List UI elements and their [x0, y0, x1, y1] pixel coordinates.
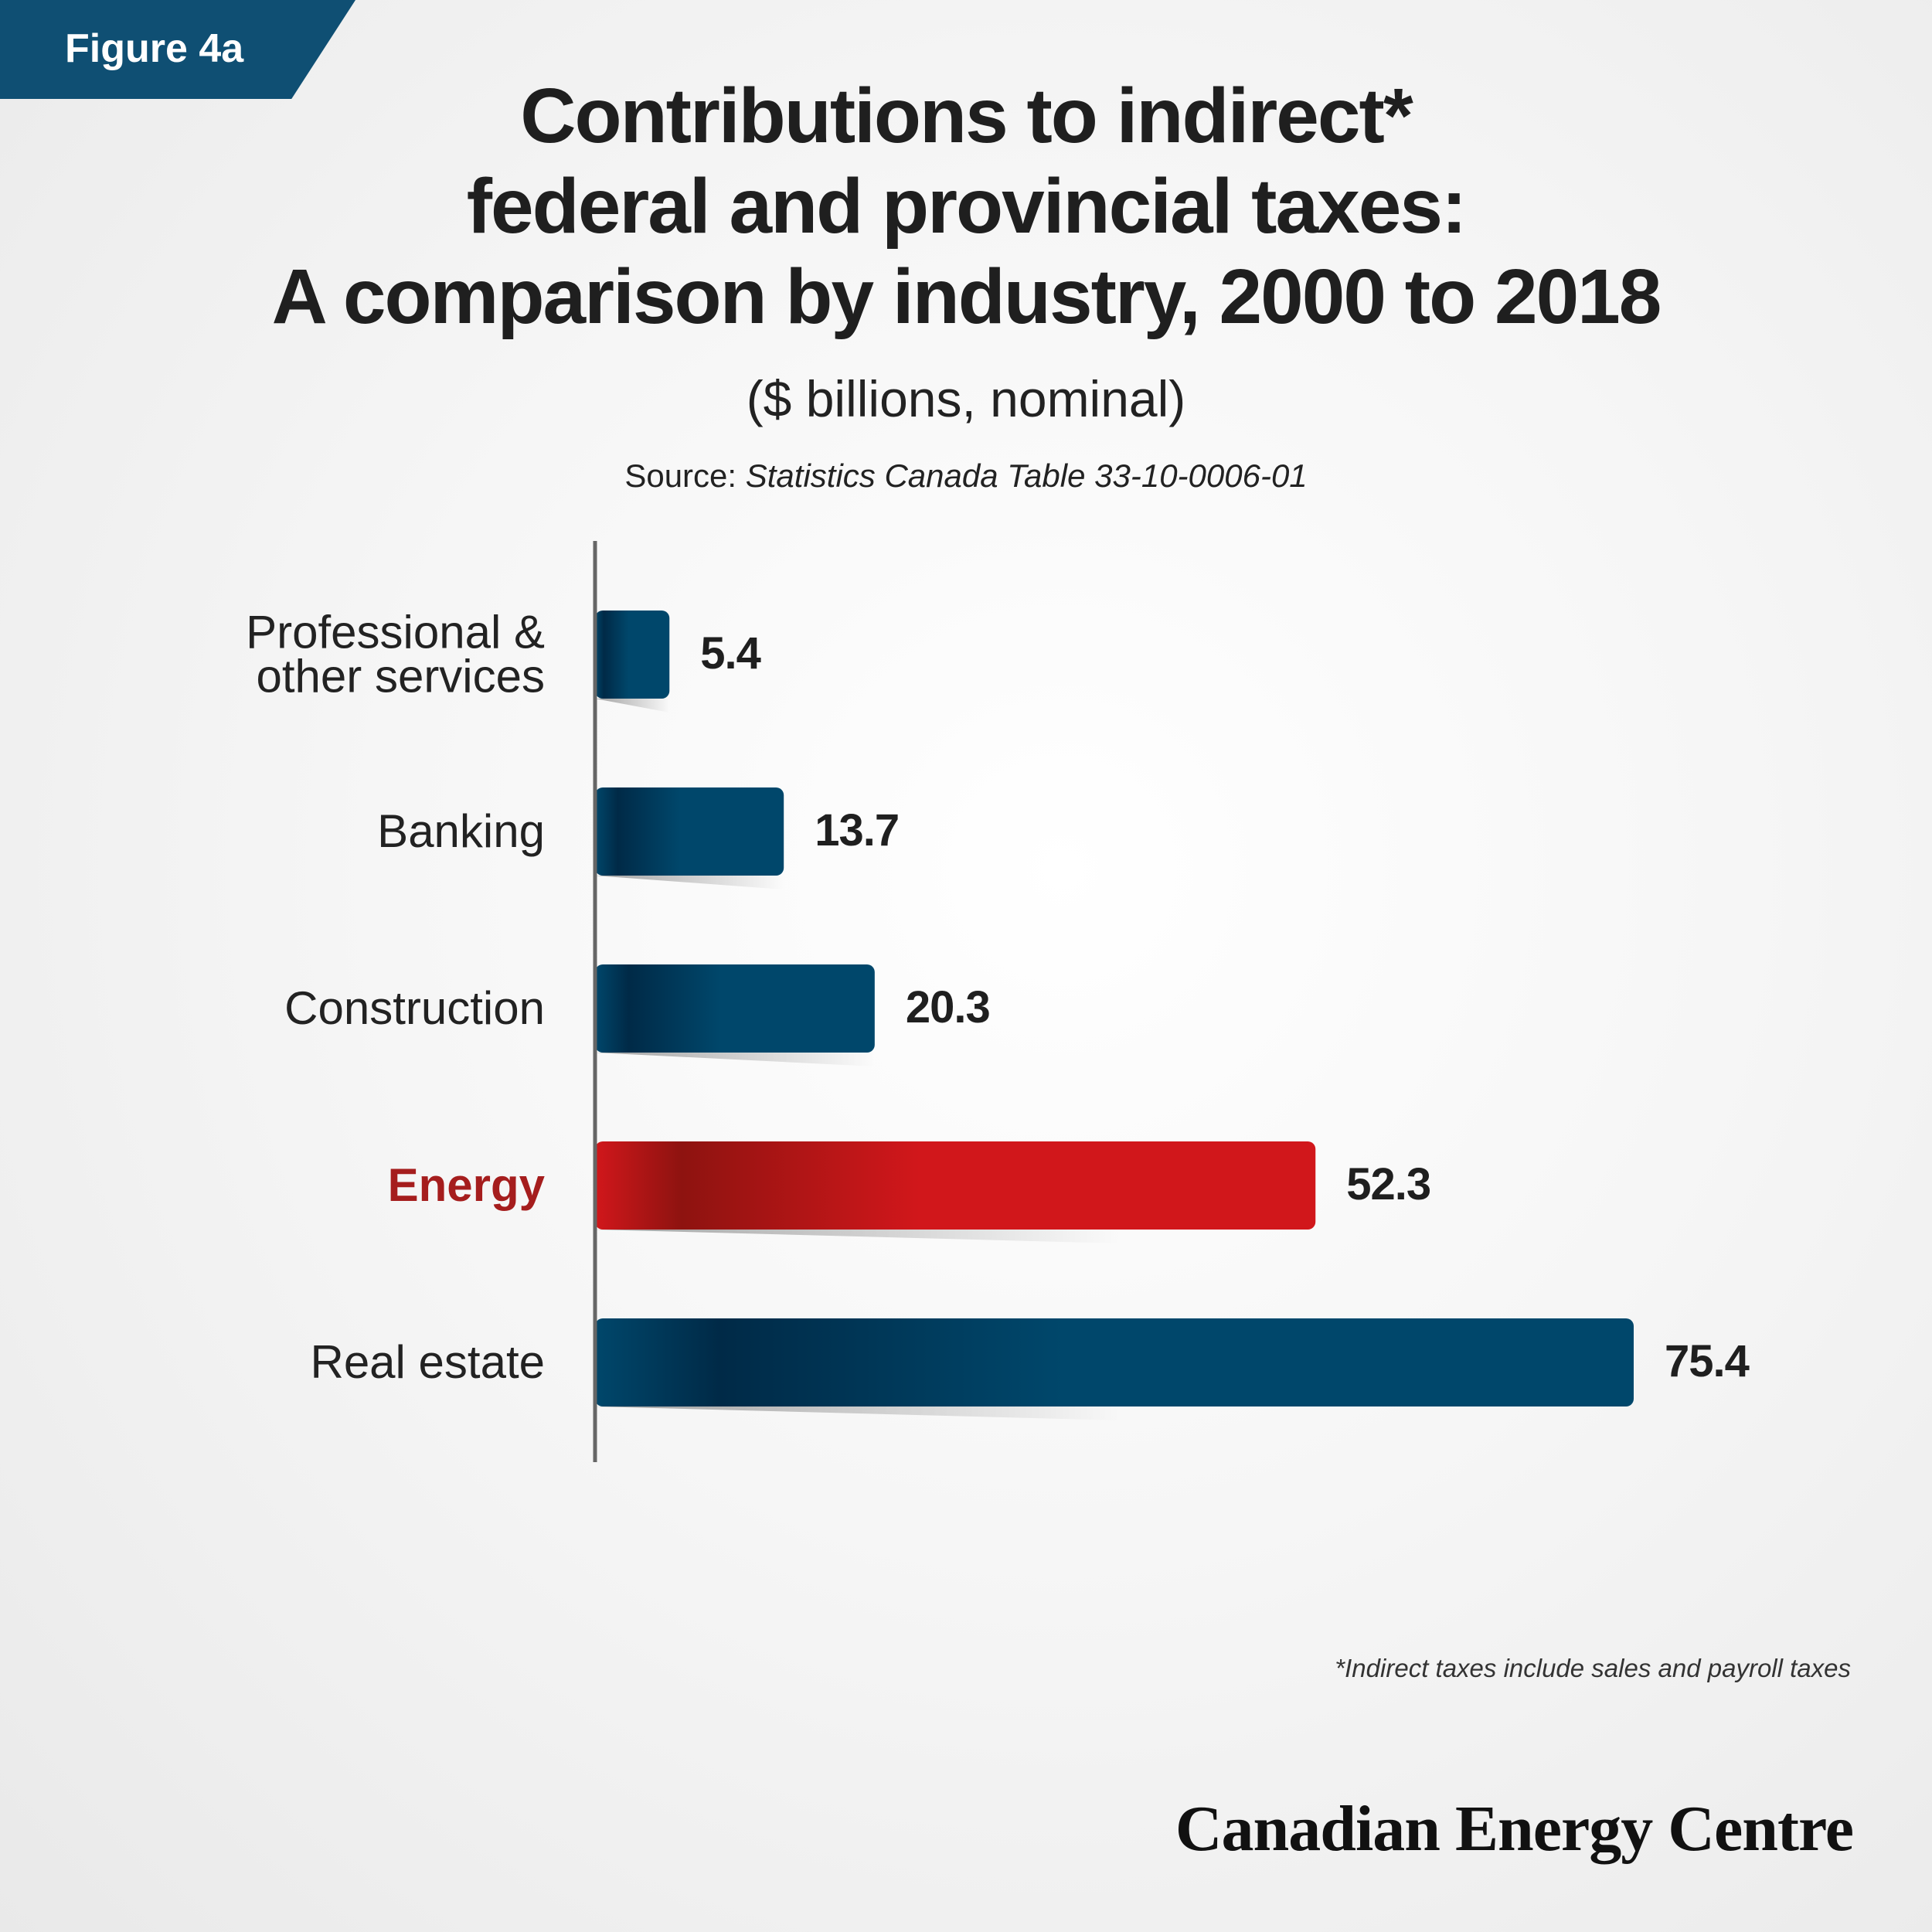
category-label: Energy — [388, 1159, 546, 1211]
category-label: Banking — [377, 805, 545, 857]
source-name: Statistics Canada Table 33-10-0006-01 — [745, 457, 1308, 494]
chart-title-line-1: Contributions to indirect* — [520, 73, 1413, 159]
bar-3 — [595, 1141, 1316, 1230]
bar-0 — [595, 611, 670, 699]
chart-subtitle: ($ billions, nominal) — [746, 370, 1186, 427]
chart-title-line-3: A comparison by industry, 2000 to 2018 — [271, 253, 1662, 340]
bar-shadow — [595, 1406, 1121, 1420]
value-label: 52.3 — [1346, 1159, 1430, 1209]
bar-shadow — [595, 699, 670, 713]
bar-shadow — [595, 1053, 875, 1066]
value-label: 13.7 — [815, 805, 899, 855]
bar-1 — [595, 787, 784, 876]
bar-shadow — [595, 876, 784, 889]
category-label: Construction — [284, 982, 545, 1034]
bar-shadow — [595, 1230, 1121, 1243]
footnote: *Indirect taxes include sales and payrol… — [1335, 1654, 1851, 1682]
figure-tag-label: Figure 4a — [65, 26, 244, 71]
category-label: other services — [257, 651, 545, 702]
value-label: 75.4 — [1665, 1336, 1750, 1386]
value-label: 20.3 — [906, 982, 990, 1032]
source-note: Source: Statistics Canada Table 33-10-00… — [0, 457, 1932, 495]
value-label: 5.4 — [700, 628, 760, 679]
source-label: Source: — [624, 457, 746, 494]
bar-2 — [595, 964, 875, 1053]
bar-4 — [595, 1318, 1634, 1406]
brand-logo-text: Canadian Energy Centre — [1175, 1793, 1854, 1865]
category-label: Professional & — [246, 607, 545, 658]
category-label: Real estate — [310, 1336, 545, 1388]
figure-tag: Figure 4a — [0, 0, 355, 99]
chart-title: Contributions to indirect* federal and p… — [77, 71, 1855, 342]
chart-title-line-2: federal and provincial taxes: — [466, 163, 1468, 250]
